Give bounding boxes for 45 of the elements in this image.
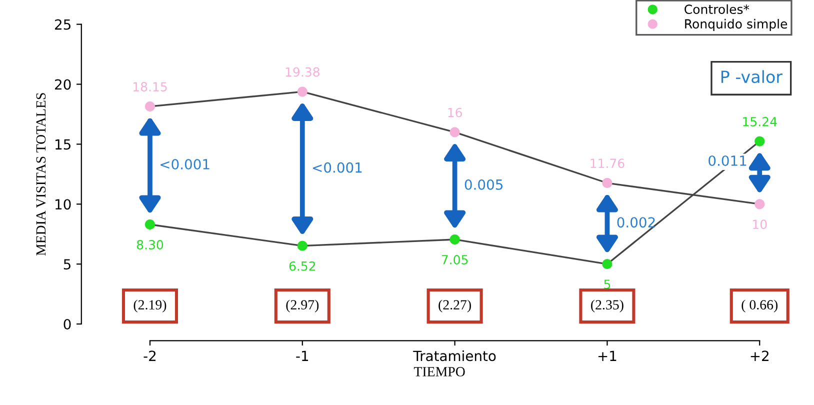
data-label: 7.05 <box>442 254 468 264</box>
annotation: 0.002 <box>617 217 655 228</box>
y-tick-label: 20 <box>55 79 71 90</box>
point <box>754 136 765 146</box>
y-tick-label: 10 <box>56 199 71 210</box>
data-label: 18.15 <box>133 82 167 92</box>
point <box>297 86 308 97</box>
y-tick-label: 15 <box>56 139 70 150</box>
annotation: ( 0.66) <box>742 300 778 312</box>
x-tick-label: Tratamiento <box>413 350 496 362</box>
data-label: 6.52 <box>289 261 316 271</box>
point <box>450 234 460 245</box>
annotation: P -valor <box>721 70 782 84</box>
annotation: (2.35) <box>591 300 624 312</box>
legend-label: Ronquido simple <box>685 18 788 32</box>
annotation: <0.001 <box>313 162 362 173</box>
annotation: (2.27) <box>438 300 471 312</box>
x-tick-label: -1 <box>296 350 308 361</box>
x-tick-label: +2 <box>750 350 768 361</box>
annotation: (2.19) <box>134 300 166 312</box>
y-axis-title: MEDIA VISITAS TOTALES <box>36 93 46 256</box>
point <box>144 219 156 230</box>
annotation: <0.001 <box>160 158 210 170</box>
point <box>602 178 612 188</box>
annotation: 0.011 <box>708 155 746 166</box>
data-label: 11.76 <box>590 158 624 168</box>
legend-label: Controles* <box>684 4 750 14</box>
annotation: 0.005 <box>464 179 502 190</box>
y-tick-label: 25 <box>55 19 70 30</box>
point <box>297 240 308 251</box>
data-label: 15.24 <box>743 116 777 126</box>
point <box>602 258 612 270</box>
point <box>754 199 765 210</box>
y-tick-label: 5 <box>64 259 70 270</box>
x-tick-label: -2 <box>144 350 156 361</box>
data-label: 10 <box>753 220 767 230</box>
x-tick-label: +1 <box>598 350 616 361</box>
point <box>144 101 156 112</box>
x-axis-title: TIEMPO <box>414 367 465 376</box>
annotation: (2.97) <box>286 300 319 312</box>
data-label: 8.30 <box>136 240 164 250</box>
point <box>450 127 460 138</box>
y-tick-label: 0 <box>64 318 71 330</box>
data-label: 19.38 <box>286 67 320 77</box>
data-label: 16 <box>448 108 462 118</box>
